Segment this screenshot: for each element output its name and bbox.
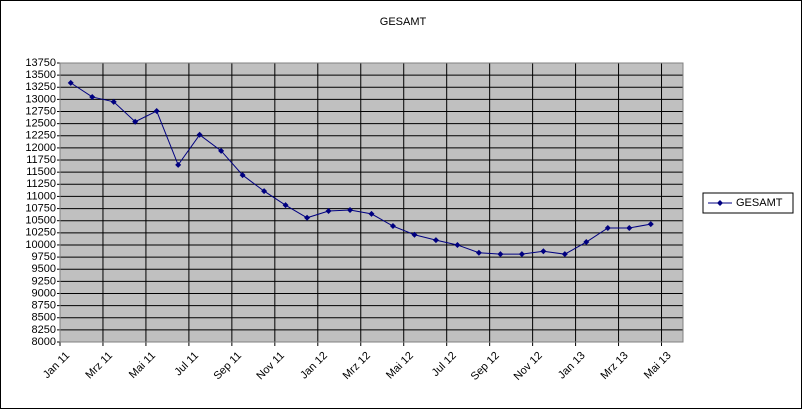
data-point — [89, 93, 96, 100]
data-point — [540, 248, 547, 255]
y-tick-label: 10250 — [25, 227, 56, 239]
y-tick-label: 10500 — [25, 215, 56, 227]
data-point — [282, 202, 289, 209]
data-point — [626, 224, 633, 231]
y-tick-label: 8500 — [32, 312, 56, 324]
data-point — [475, 249, 482, 256]
data-point — [153, 108, 160, 115]
data-point — [325, 207, 332, 214]
data-point — [604, 224, 611, 231]
y-tick-label: 11750 — [26, 154, 56, 166]
y-tick-label: 9250 — [32, 275, 56, 287]
y-tick-label: 11250 — [26, 178, 56, 190]
y-tick-label: 10000 — [25, 239, 56, 251]
series-line — [70, 82, 651, 255]
data-point — [239, 172, 246, 179]
y-tick-label: 13000 — [25, 93, 56, 105]
data-point — [347, 207, 354, 214]
data-point — [389, 223, 396, 230]
data-point — [583, 239, 590, 246]
plot-background — [60, 63, 683, 342]
data-point — [368, 210, 375, 217]
y-tick-label: 12500 — [25, 118, 56, 130]
data-point — [454, 241, 461, 248]
y-tick-label: 12000 — [25, 142, 56, 154]
data-point — [196, 131, 203, 138]
y-tick-label: 9500 — [32, 263, 56, 275]
y-tick-label: 12750 — [25, 105, 56, 117]
y-tick-label: 13250 — [25, 81, 56, 93]
data-point — [432, 237, 439, 244]
y-tick-label: 12250 — [25, 130, 56, 142]
y-tick-label: 11500 — [26, 166, 56, 178]
data-point — [561, 251, 568, 258]
data-point — [218, 147, 225, 154]
y-tick-label: 8000 — [32, 336, 56, 348]
legend-box — [702, 192, 794, 214]
data-point — [132, 118, 139, 125]
data-point — [175, 161, 182, 168]
y-tick-label: 13750 — [25, 57, 56, 69]
legend-label: GESAMT — [736, 197, 783, 209]
data-point — [518, 251, 525, 258]
y-tick-label: 13500 — [25, 69, 56, 81]
y-tick-label: 11000 — [26, 190, 56, 202]
y-tick-label: 10750 — [25, 202, 56, 214]
chart-title: GESAMT — [380, 16, 427, 28]
data-point — [261, 188, 268, 195]
plot-frame — [59, 62, 684, 343]
data-point — [647, 221, 654, 228]
legend-marker — [717, 200, 723, 206]
y-tick-label: 9000 — [32, 287, 56, 299]
data-point — [110, 98, 117, 105]
data-point — [497, 251, 504, 258]
data-point — [304, 214, 311, 221]
data-point — [411, 231, 418, 238]
y-tick-label: 8750 — [32, 300, 56, 312]
data-point — [67, 79, 74, 86]
y-tick-label: 8250 — [32, 324, 56, 336]
y-tick-label: 9750 — [32, 251, 56, 263]
